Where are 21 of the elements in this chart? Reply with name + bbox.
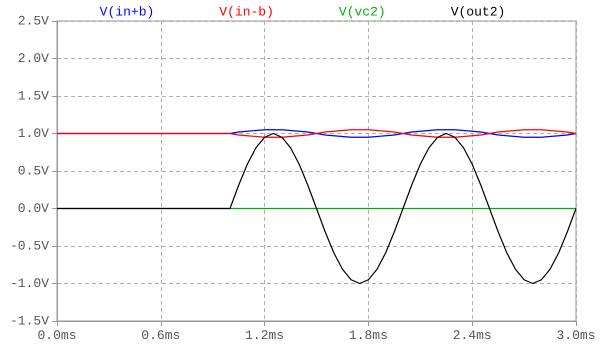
text: V(in+b) <box>100 4 154 20</box>
x-tick-label: 2.4ms <box>452 328 492 343</box>
x-tick-label: 0.0ms <box>37 328 77 343</box>
text: V(vc2) <box>338 4 386 20</box>
y-tick-label: 2.5V <box>18 14 50 28</box>
y-tick-label: 2.0V <box>18 51 50 66</box>
x-tick-label: 1.2ms <box>245 328 284 343</box>
line-series <box>56 132 577 284</box>
x-tick-label: 3.0ms <box>556 328 596 343</box>
line-series <box>56 129 577 138</box>
y-tick-label: 1.5V <box>18 88 50 104</box>
y-tick-label: 1.0V <box>18 126 50 141</box>
y-tick-label: 0.5V <box>18 164 50 178</box>
y-tick-label: -1.5V <box>10 314 50 328</box>
y-tick-label: -1.0V <box>10 276 50 291</box>
y-tick-label: -0.5V <box>10 238 50 254</box>
x-tick-label: 1.8ms <box>348 328 388 343</box>
text: V(in-b) <box>219 4 274 20</box>
text: V(out2) <box>450 4 506 20</box>
x-tick-label: 0.6ms <box>141 328 180 343</box>
y-tick-label: 0.0V <box>18 201 50 216</box>
